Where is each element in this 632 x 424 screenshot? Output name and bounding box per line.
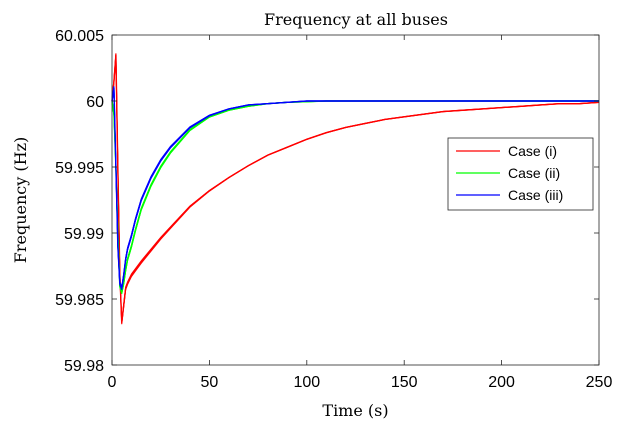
x-tick-label: 0 xyxy=(108,374,117,391)
series-lines xyxy=(111,53,600,325)
x-tick-label: 150 xyxy=(391,374,418,391)
axes-box xyxy=(111,34,600,366)
x-tick-label: 50 xyxy=(201,374,219,391)
x-tick-label: 100 xyxy=(293,374,320,391)
y-tick-label: 59.985 xyxy=(55,292,104,309)
legend-box xyxy=(447,137,594,211)
series-3-bundle xyxy=(111,86,599,291)
series-1-bundle xyxy=(111,53,600,325)
x-tick-label: 250 xyxy=(586,374,613,391)
legend-label: Case (iii) xyxy=(508,187,563,203)
y-tick-label: 60 xyxy=(86,94,104,111)
x-tick-label: 200 xyxy=(488,374,515,391)
legend: Case (i) Case (ii) Case (iii) xyxy=(447,137,594,211)
legend-label: Case (ii) xyxy=(508,165,560,181)
y-tick-label: 59.98 xyxy=(64,358,104,375)
y-tick-label: 59.995 xyxy=(55,160,104,177)
legend-label: Case (i) xyxy=(508,143,557,159)
series-line-3-trace-5 xyxy=(111,86,599,288)
y-axis-label: Frequency (Hz) xyxy=(11,137,30,264)
x-axis-label: Time (s) xyxy=(322,401,388,420)
series-line-1-trace-5 xyxy=(111,53,600,322)
y-tick-label: 60.005 xyxy=(55,28,104,45)
axes: 0 50 100 150 200 250 59.98 59.985 59.99 59.995 60 6… xyxy=(55,28,612,391)
chart-title: Frequency at all buses xyxy=(264,10,448,29)
y-tick-label: 59.99 xyxy=(64,226,104,243)
